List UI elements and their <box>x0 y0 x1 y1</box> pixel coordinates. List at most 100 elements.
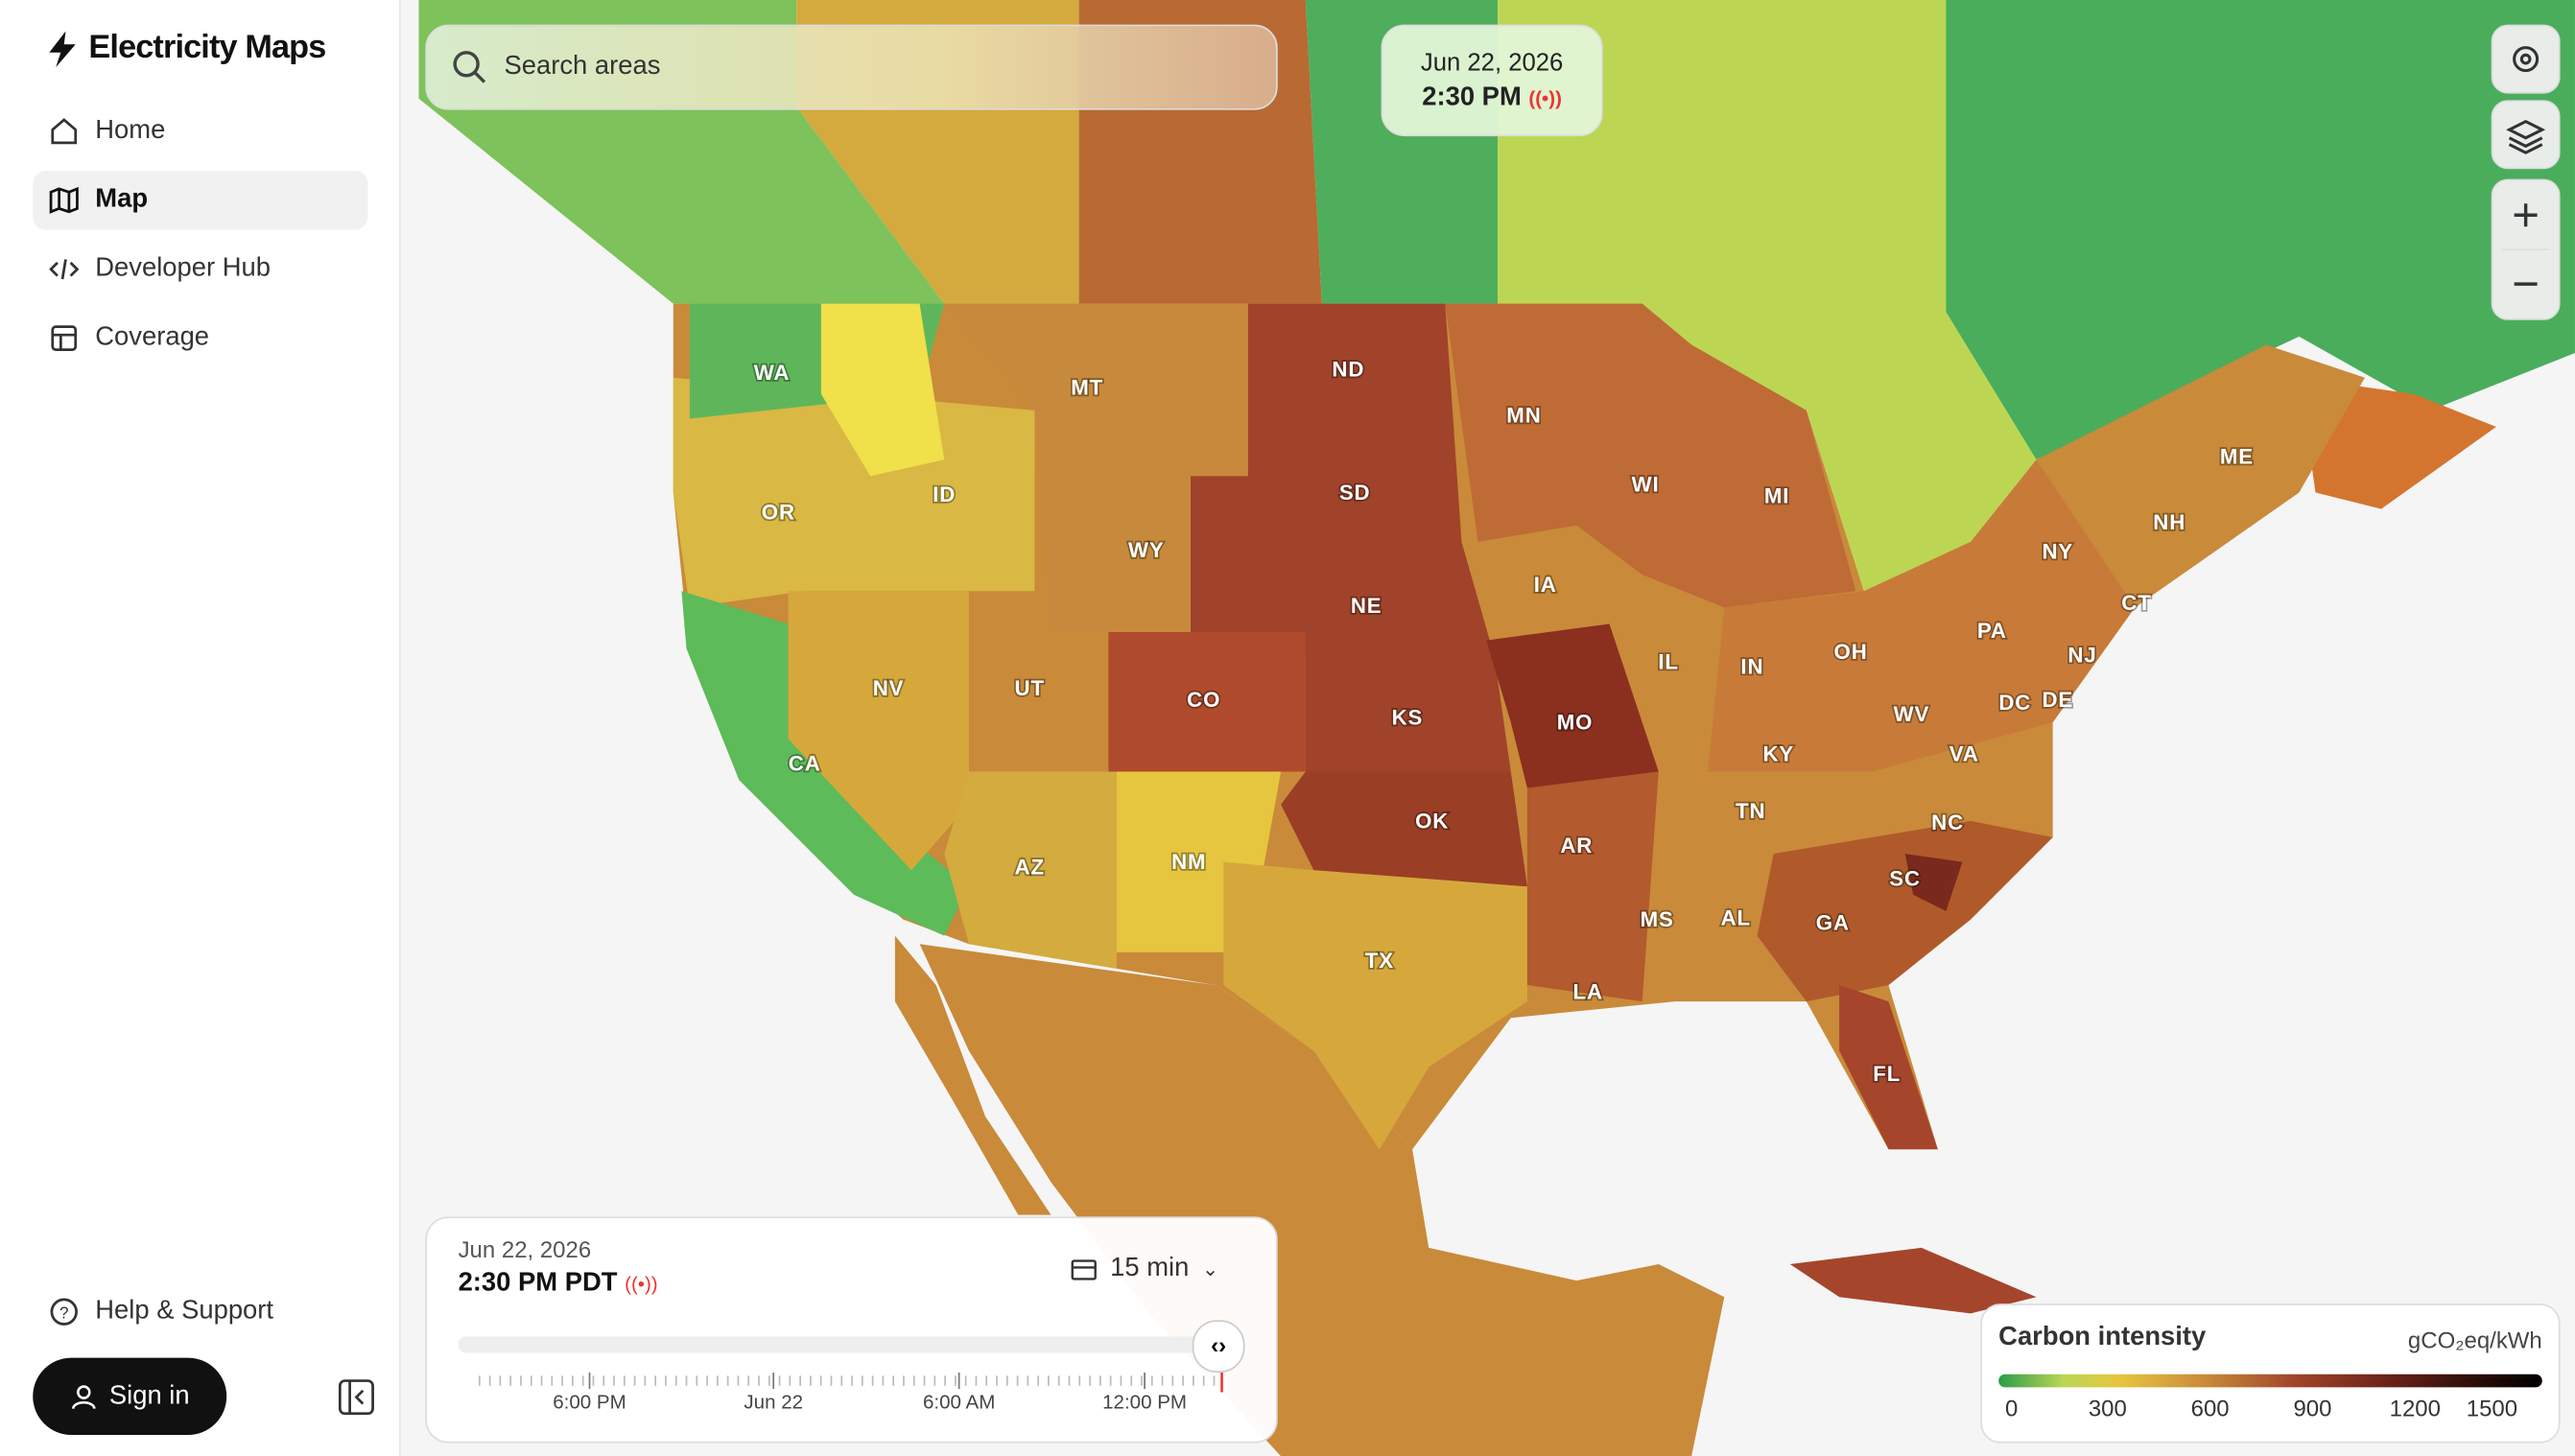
layers-button[interactable] <box>2491 100 2561 170</box>
sign-in-button[interactable]: Sign in <box>33 1357 227 1436</box>
region-label: OR <box>762 501 795 525</box>
nav-label: Home <box>95 116 166 145</box>
region-label: DC <box>1998 691 2031 715</box>
legend-tick-label: 600 <box>2191 1397 2230 1422</box>
collapse-button[interactable] <box>338 1379 375 1416</box>
brand-name: Electricity Maps <box>88 29 326 66</box>
nav-label: Help & Support <box>95 1297 274 1326</box>
region-label: AL <box>1721 905 1751 929</box>
icon: ? <box>50 1298 78 1326</box>
nav-label: Coverage <box>95 323 210 352</box>
region-label: LA <box>1573 979 1603 1003</box>
region-label: CA <box>789 752 821 776</box>
region-label: SC <box>1889 866 1921 890</box>
settings-button[interactable] <box>2491 24 2561 94</box>
region-label: FL <box>1873 1062 1901 1086</box>
region-label: MS <box>1641 907 1674 931</box>
region-label: DE <box>2042 688 2073 712</box>
region-label: OK <box>1415 809 1449 833</box>
region-label: ND <box>1332 358 1364 382</box>
region-label: ME <box>2220 444 2254 468</box>
icon <box>71 1384 95 1409</box>
region-label: NM <box>1171 850 1206 874</box>
icon <box>51 118 78 145</box>
region-label: VA <box>1949 741 1979 765</box>
timeline-handle[interactable]: ‹› <box>1192 1320 1245 1374</box>
timeline-tick-label: 6:00 PM <box>553 1392 626 1414</box>
region-label: KY <box>1762 741 1794 765</box>
region-label: GA <box>1816 911 1850 935</box>
region-label: ID <box>933 482 956 506</box>
timeline-panel: Jun 22, 2026 2:30 PM PDT ((•)) 15 min ⌄ … <box>425 1216 1278 1444</box>
region-label: KS <box>1392 706 1424 730</box>
timeline-axis: 6:00 PM Jun 22 6:00 AM 12:00 PM <box>478 1373 1223 1414</box>
logo <box>49 30 76 67</box>
legend-tick-label: 1200 <box>2390 1397 2441 1422</box>
region-label: WY <box>1128 538 1165 562</box>
region-label: WA <box>754 361 791 385</box>
timeline-track[interactable] <box>458 1336 1214 1353</box>
icon <box>2506 119 2546 154</box>
region-label: NV <box>873 676 905 700</box>
nav-home[interactable]: Home <box>33 102 367 161</box>
region-label: MI <box>1764 484 1789 508</box>
region-label: MN <box>1506 404 1541 428</box>
region-label: IA <box>1534 573 1557 597</box>
legend-tick-label: 900 <box>2293 1397 2331 1422</box>
timeline-time-text: 2:30 PM PDT <box>458 1269 618 1298</box>
nav-map[interactable]: Map <box>33 171 368 230</box>
region-label: SD <box>1339 481 1371 505</box>
legend: Carbon intensity gCO₂eq/kWh 0 300 600 900 12… <box>1980 1303 2561 1444</box>
timeline-tick-label: 12:00 PM <box>1102 1392 1187 1414</box>
region-label: CO <box>1187 688 1220 712</box>
region-label: CT <box>2121 591 2151 615</box>
legend-axis: 0 300 600 900 1200 1500 <box>2005 1397 2517 1422</box>
region-label: NC <box>1931 810 1964 834</box>
time-badge: Jun 22, 2026 2:30 PM ((•)) <box>1381 24 1603 137</box>
region-label: WI <box>1632 473 1660 497</box>
search-placeholder: Search areas <box>504 52 661 81</box>
svg-text:?: ? <box>59 1304 69 1323</box>
legend-unit: gCO₂eq/kWh <box>2407 1327 2542 1353</box>
brand[interactable]: Electricity Maps <box>46 30 326 67</box>
region-label: PA <box>1977 619 2007 643</box>
timeline-time: 2:30 PM PDT ((•)) <box>458 1269 658 1298</box>
map[interactable]: WA MT ND MN SD WI MI ME ID OR NH WY NY IA CT NE PA OH NJ IL… <box>400 0 2575 1456</box>
badge-time-text: 2:30 PM <box>1422 83 1522 112</box>
legend-tick-label: 1500 <box>2467 1397 2517 1422</box>
region-label: NJ <box>2067 644 2096 668</box>
icon <box>1071 1259 1097 1280</box>
search-icon <box>453 51 486 83</box>
icon <box>49 259 80 280</box>
region-label: AZ <box>1015 855 1045 879</box>
region-label: UT <box>1015 676 1045 700</box>
legend-tick-label: 300 <box>2089 1397 2127 1422</box>
nav-coverage[interactable]: Coverage <box>33 309 367 368</box>
timeline-tick-label: 6:00 AM <box>923 1392 995 1414</box>
zoom-controls <box>2491 178 2561 320</box>
timeline-date: Jun 22, 2026 <box>458 1235 592 1263</box>
zoom-icons[interactable] <box>2492 180 2558 318</box>
nav-label: Developer Hub <box>95 254 271 283</box>
interval-label: 15 min <box>1110 1254 1190 1282</box>
region-label: TN <box>1736 799 1765 823</box>
legend-title: Carbon intensity <box>1998 1323 2207 1351</box>
icon <box>2513 46 2540 73</box>
region-label: WV <box>1894 702 1930 726</box>
help-support[interactable]: ? Help & Support <box>33 1282 367 1342</box>
legend-scale <box>1998 1374 2542 1388</box>
interval-select[interactable]: 15 min ⌄ <box>1071 1255 1218 1284</box>
legend-tick-label: 0 <box>2005 1397 2018 1422</box>
nav-label: Map <box>95 185 149 214</box>
search-bar[interactable]: Search areas <box>425 24 1278 110</box>
nav-developer-hub[interactable]: Developer Hub <box>33 240 367 299</box>
timeline-tick-label: Jun 22 <box>744 1392 803 1414</box>
region-label: NH <box>2153 510 2185 534</box>
region-label: MT <box>1071 376 1103 400</box>
icon <box>49 186 79 214</box>
region-label: MO <box>1557 711 1594 735</box>
region-label: IL <box>1658 649 1679 673</box>
region-label: NE <box>1351 594 1382 618</box>
